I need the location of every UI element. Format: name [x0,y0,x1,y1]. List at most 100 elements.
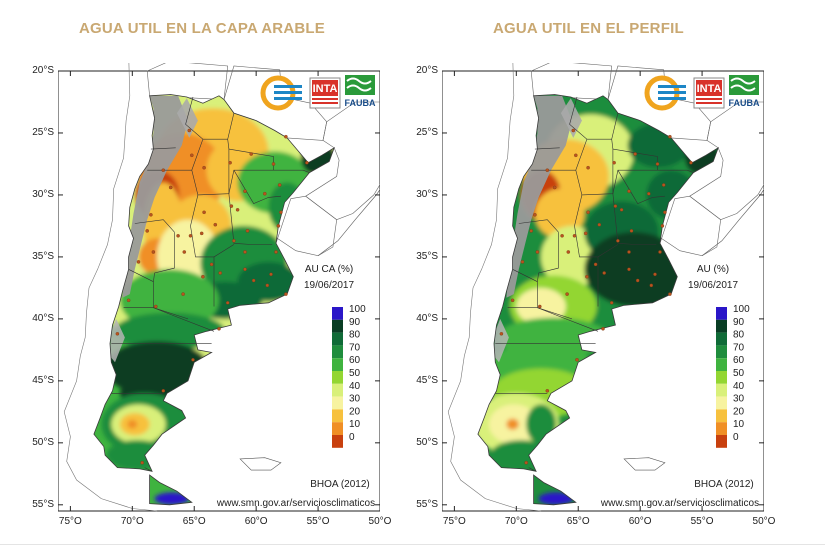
weather-station-dot [229,204,234,208]
weather-station-dot [571,128,576,133]
moisture-zone [127,419,138,429]
lat-tick-label: 20°S [416,65,438,76]
weather-station-dot [187,128,192,133]
weather-station-dot [201,274,205,279]
weather-station-dot [243,267,247,272]
weather-station-dot [538,304,542,309]
inta-logo-icon: INTA [693,77,725,109]
inta-logo-text: INTA [697,83,722,95]
weather-station-dot [140,460,144,465]
weather-station-dot [545,389,550,393]
legend-swatch [716,307,727,320]
lat-tick-label: 35°S [416,250,438,262]
lat-tick-label: 25°S [416,126,438,138]
lat-tick-label: 45°S [416,374,438,386]
weather-station-dot [276,224,281,228]
weather-station-dot [510,298,515,303]
province-border [574,194,619,258]
legend-swatch [332,358,343,371]
legend-label: 90 [733,317,745,328]
weather-station-dot [661,183,666,187]
weather-station-dot [635,278,640,283]
weather-station-dot [151,250,156,254]
weather-station-dot [269,272,273,277]
legend-label: 30 [733,394,745,405]
website-link[interactable]: www.smn.gov.ar/serviciosclimaticos [600,498,759,509]
lat-tick-label: 40°S [32,312,54,324]
weather-station-dot [574,153,578,158]
weather-station-dot [235,208,240,212]
weather-station-dot [115,332,120,336]
smn-logo-icon [644,75,686,111]
weather-station-dot [572,234,577,238]
legend-swatch [332,409,343,423]
province-border [233,170,281,204]
legend-swatch [716,396,727,410]
tierra-del-fuego-border [149,474,193,506]
legend-swatch [332,307,343,320]
weather-station-dot [232,239,236,243]
weather-station-dot [279,210,283,215]
weather-station-dot [202,165,206,170]
weather-station-dot [225,301,230,305]
weather-station-dot [586,210,590,215]
legend-swatch [332,383,343,397]
province-border [518,219,559,233]
weather-station-dot [228,160,232,165]
legend-swatch [716,409,727,423]
lat-tick-label: 40°S [416,312,438,324]
weather-station-dot [653,272,657,277]
fauba-logo-text: FAUBA [345,98,376,108]
province-border [191,139,230,196]
map-title-right: AGUA UTIL EN EL PERFIL [493,20,684,37]
inta-logo-icon: INTA [309,77,341,109]
legend-swatch [716,371,727,384]
legend-swatch [332,345,343,359]
weather-station-dot [627,267,631,272]
fauba-logo-icon: FAUBA [345,75,376,108]
weather-station-dot [609,301,614,305]
lon-tick-label: 75°O [442,516,466,527]
weather-station-dot [520,260,525,264]
province-border [153,307,189,320]
weather-station-dot [529,229,533,233]
legend-label: 90 [349,317,361,328]
weather-station-dot [499,332,504,336]
legend-swatch [716,345,727,359]
legend-label: 100 [733,304,750,315]
province-border [150,147,176,150]
weather-station-dot [552,185,557,190]
country-uruguay [659,195,722,257]
weather-station-dot [627,189,631,193]
legend-label: 0 [349,432,355,443]
smn-logo-icon [260,75,302,111]
weather-station-dot [533,213,537,217]
moisture-zone [154,492,190,505]
legend-swatch [332,422,343,435]
patagonian-andes [110,318,125,363]
legend-label: 40 [349,381,361,392]
tierra-del-fuego-border [533,474,577,506]
weather-station-dot [593,262,598,267]
moisture-zone [506,418,519,430]
website-link[interactable]: www.smn.gov.ar/serviciosclimaticos [216,498,375,509]
weather-station-dot [560,234,564,238]
weather-station-dot [601,327,605,331]
province-border [569,96,619,140]
weather-station-dot [663,210,667,215]
province-border [575,139,614,196]
weather-station-dot [218,271,222,275]
weather-station-dot [613,204,618,208]
legend-label: 100 [349,304,366,315]
legend-label: 60 [349,355,361,366]
lon-tick-label: 60°O [628,516,652,527]
province-border [190,194,235,258]
legend-swatch [332,435,343,448]
lon-tick-label: 70°O [120,516,144,527]
province-border [228,193,273,245]
lon-tick-label: 75°O [58,516,82,527]
weather-station-dot [612,160,616,165]
weather-station-dot [597,222,602,227]
